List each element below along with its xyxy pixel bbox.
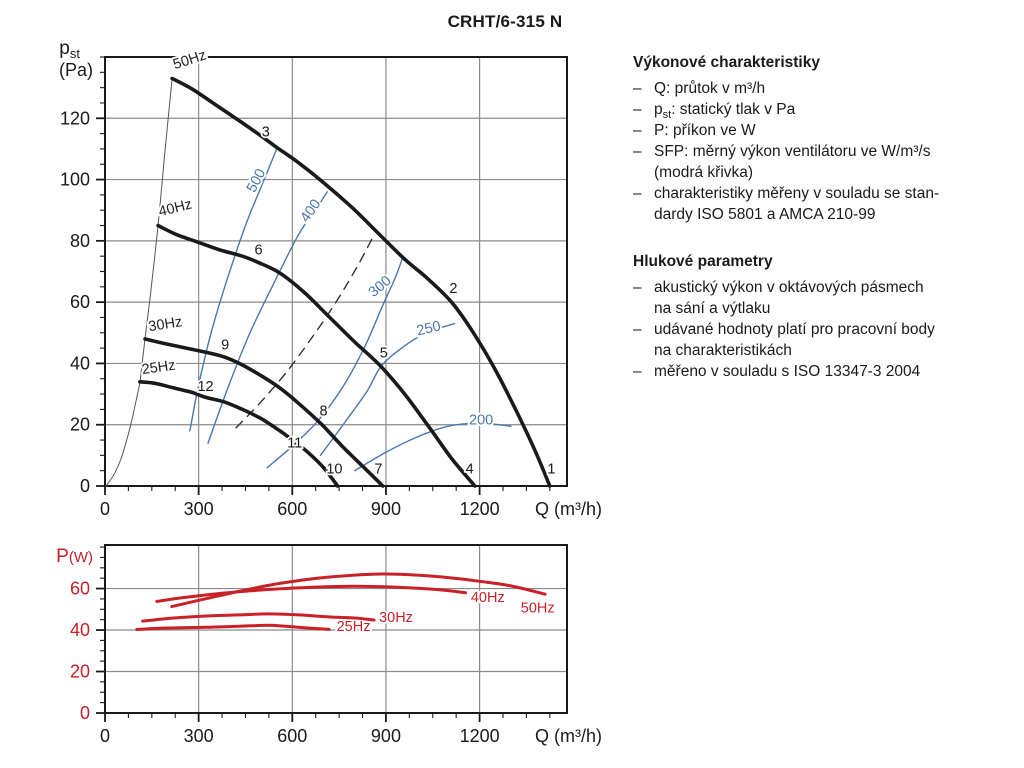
working-point-8: 8 (319, 404, 327, 420)
x-axis-label: Q (m³/h) (535, 726, 602, 746)
fan-50hz-label: 50Hz (171, 47, 208, 73)
note-item: – pst: statický tlak v Pa (633, 99, 1011, 122)
x-tick-label: 0 (100, 726, 110, 746)
x-tick-label: 1200 (460, 499, 500, 519)
working-point-7: 7 (374, 462, 382, 478)
x-tick-label: 900 (371, 499, 401, 519)
bullet-dash: – (633, 143, 642, 160)
working-point-3: 3 (262, 125, 270, 141)
note-text: charakteristiky měřeny v souladu se stan… (654, 185, 940, 223)
sfp-400-label: 400 (297, 196, 324, 225)
sfp-500-label: 500 (244, 166, 269, 195)
note-item: – udávané hodnoty platí pro pracovní body… (633, 319, 1011, 361)
y-axis-label: pst (59, 38, 80, 61)
stall-limit-line (105, 77, 173, 487)
power-25hz (135, 623, 331, 631)
working-point-11: 11 (287, 436, 302, 452)
power-50hz-label: 50Hz (521, 600, 555, 616)
y-axis-label: P(W) (56, 546, 93, 567)
notes-panel: Výkonové charakteristiky – Q: průtok v m³/… (633, 52, 1011, 382)
power-40hz (155, 584, 467, 603)
fan-30hz-label: 30Hz (147, 314, 183, 335)
note-item: – charakteristiky měřeny v souladu se sta… (633, 183, 1011, 225)
notes-heading: Výkonové charakteristiky (633, 54, 820, 71)
y-tick-label: 0 (80, 703, 90, 723)
power-30hz (141, 612, 376, 623)
power-flow-chart: 0 300 600 900 1200 0 20 40 60 Q (m³/h) P(W) 25Hz 30H… (56, 544, 602, 746)
note-item: – P: příkon ve W (633, 120, 1011, 141)
note-item: – měřeno v souladu s ISO 13347-3 2004 (633, 361, 1011, 382)
x-tick-label: 300 (184, 726, 214, 746)
y-tick-label: 80 (70, 231, 90, 251)
y-tick-label: 60 (70, 579, 90, 599)
fan-25hz-label: 25Hz (141, 358, 177, 379)
bullet-dash: – (633, 122, 642, 139)
system-curve-dashed (235, 234, 375, 429)
x-tick-label: 600 (277, 499, 307, 519)
x-axis-label: Q (m³/h) (535, 499, 602, 519)
y-tick-label: 20 (70, 662, 90, 682)
note-text: SFP: měrný výkon ventilátoru ve W/m³/s (m… (654, 143, 931, 181)
page-title: CRHT/6-315 N (447, 12, 563, 31)
note-item: – SFP: měrný výkon ventilátoru ve W/m³/s(… (633, 141, 1011, 183)
working-point-5: 5 (380, 345, 388, 361)
note-text: pst: statický tlak v Pa (654, 101, 796, 122)
sfp-200-label: 200 (469, 413, 493, 429)
note-text: udávané hodnoty platí pro pracovní body n… (654, 321, 935, 359)
bullet-dash: – (633, 80, 642, 97)
fan-40hz (156, 223, 477, 488)
working-point-9: 9 (221, 338, 229, 354)
x-tick-label: 900 (371, 726, 401, 746)
note-text: akustický výkon v oktávových pásmech na s… (654, 279, 924, 317)
y-tick-label: 40 (70, 353, 90, 373)
fan-25hz (138, 380, 340, 488)
y-tick-label: 20 (70, 415, 90, 435)
working-point-4: 4 (466, 462, 474, 478)
note-text: P: příkon ve W (654, 122, 756, 139)
bullet-dash: – (633, 363, 642, 380)
working-point-1: 1 (547, 462, 555, 478)
power-30hz-label: 30Hz (379, 610, 413, 626)
working-point-10: 10 (326, 462, 342, 478)
plot-border (104, 544, 568, 714)
bullet-dash: – (633, 185, 642, 202)
fan-40hz-label: 40Hz (157, 197, 194, 221)
working-point-2: 2 (449, 281, 457, 297)
note-item: – akustický výkon v oktávových pásmech na … (633, 277, 1011, 319)
sfp-250-label: 250 (415, 318, 442, 339)
note-text: měřeno v souladu s ISO 13347-3 2004 (654, 363, 921, 380)
sfp-300 (266, 255, 404, 469)
y-tick-label: 40 (70, 620, 90, 640)
working-point-12: 12 (197, 379, 213, 395)
sfp-400 (207, 191, 328, 444)
power-50hz (170, 572, 547, 609)
bullet-dash: – (633, 101, 642, 118)
sfp-500 (189, 148, 278, 432)
x-tick-label: 600 (277, 726, 307, 746)
power-25hz-label: 25Hz (337, 619, 371, 635)
fan-30hz (143, 337, 385, 488)
x-tick-label: 0 (100, 499, 110, 519)
note-text: Q: průtok v m³/h (654, 80, 766, 97)
sfp-300-label: 300 (366, 273, 395, 301)
plot-border (104, 56, 568, 487)
y-axis-unit: (Pa) (59, 60, 93, 80)
working-point-6: 6 (255, 243, 263, 259)
y-tick-label: 120 (60, 108, 90, 128)
bullet-dash: – (633, 279, 642, 296)
power-40hz-label: 40Hz (471, 590, 505, 606)
notes-heading: Hlukové parametry (633, 253, 773, 270)
y-tick-label: 100 (60, 170, 90, 190)
y-tick-label: 0 (80, 476, 90, 496)
x-tick-label: 1200 (460, 726, 500, 746)
x-tick-label: 300 (184, 499, 214, 519)
y-tick-label: 60 (70, 292, 90, 312)
bullet-dash: – (633, 321, 642, 338)
note-item: – Q: průtok v m³/h (633, 78, 1011, 99)
fan-50hz (170, 76, 552, 488)
